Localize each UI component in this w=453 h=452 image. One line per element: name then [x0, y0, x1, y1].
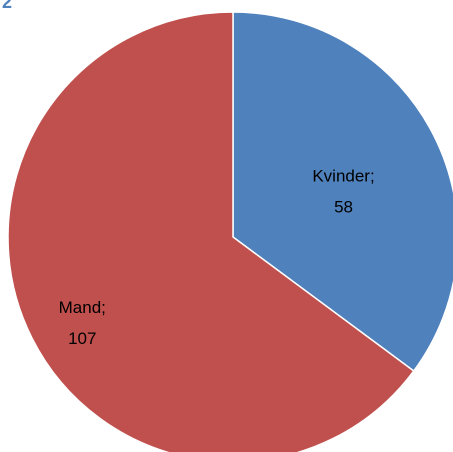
pie-slice	[7, 11, 415, 452]
slice-label-name: Mand;	[59, 298, 106, 317]
slice-label-name: Kvinder;	[312, 166, 374, 185]
slice-label-value: 107	[68, 329, 96, 348]
slice-label-value: 58	[334, 197, 353, 216]
pie-slice	[232, 11, 453, 373]
chart-title: 2	[2, 0, 12, 12]
